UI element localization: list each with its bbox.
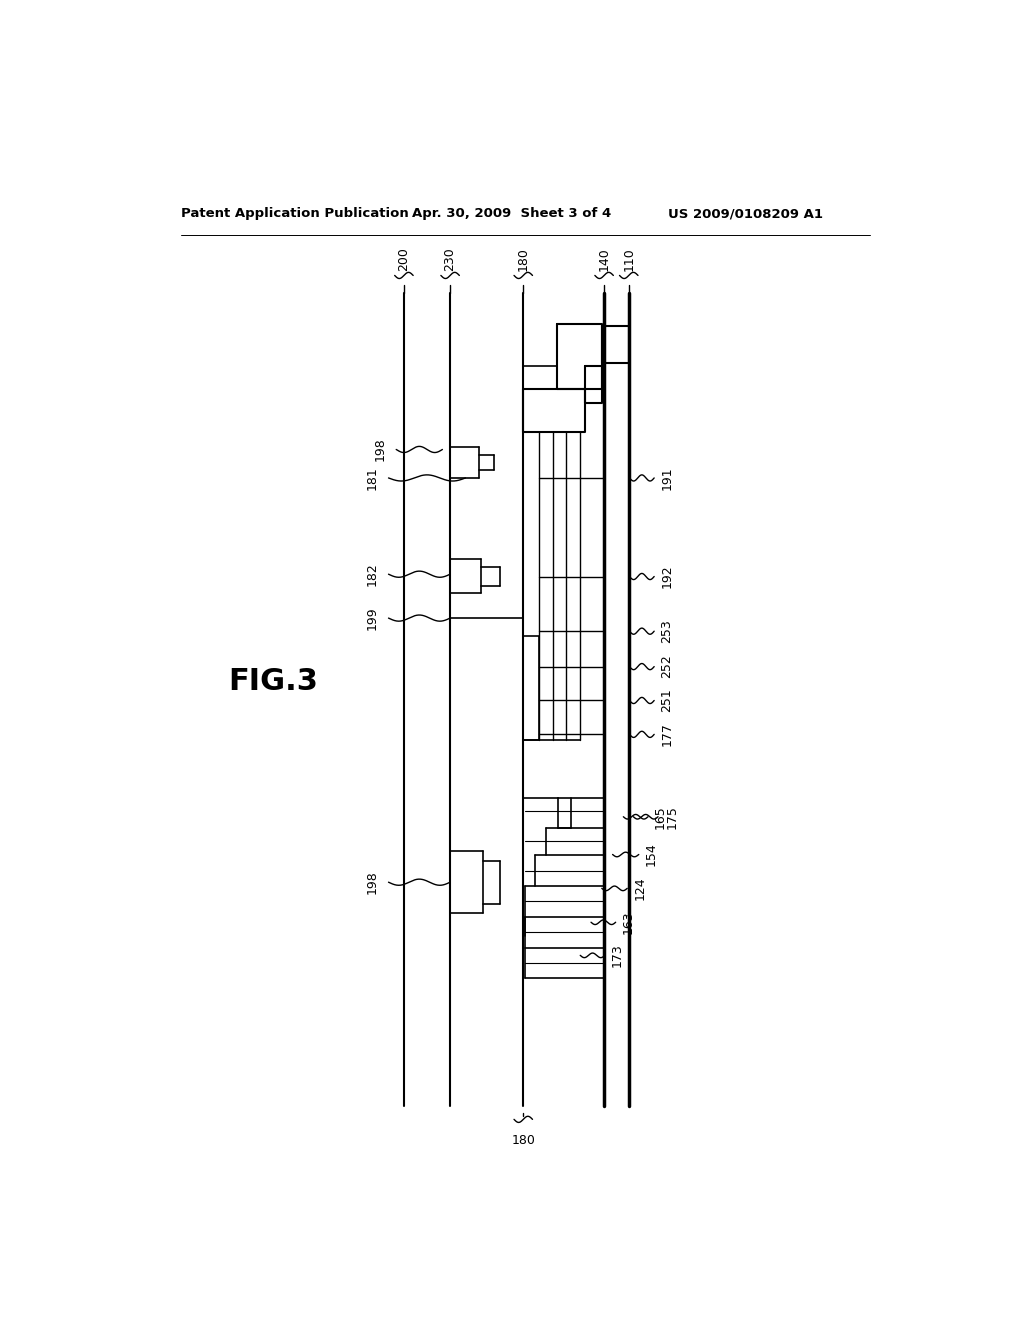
Text: 199: 199 [366,606,379,630]
Text: 182: 182 [366,562,379,586]
Text: 110: 110 [623,247,635,271]
Text: 252: 252 [660,655,674,678]
Text: Apr. 30, 2009  Sheet 3 of 4: Apr. 30, 2009 Sheet 3 of 4 [412,207,611,220]
Text: 180: 180 [511,1134,536,1147]
Text: 165: 165 [654,805,668,829]
Text: 253: 253 [660,619,674,643]
Text: 163: 163 [622,911,635,935]
Text: 200: 200 [397,247,411,271]
Text: US 2009/0108209 A1: US 2009/0108209 A1 [668,207,823,220]
Text: 251: 251 [660,689,674,713]
Text: 191: 191 [660,466,674,490]
Text: FIG.3: FIG.3 [228,668,317,697]
Text: 181: 181 [366,466,379,490]
Text: 175: 175 [666,805,679,829]
Text: Patent Application Publication: Patent Application Publication [180,207,409,220]
Text: 177: 177 [660,722,674,746]
Text: 180: 180 [517,247,529,271]
Text: 230: 230 [443,247,457,271]
Text: 198: 198 [373,438,386,461]
Text: 154: 154 [645,842,658,866]
Text: 124: 124 [634,876,646,900]
Text: 173: 173 [611,944,624,968]
Text: 198: 198 [366,870,379,894]
Text: 140: 140 [598,247,610,271]
Text: 192: 192 [660,565,674,589]
